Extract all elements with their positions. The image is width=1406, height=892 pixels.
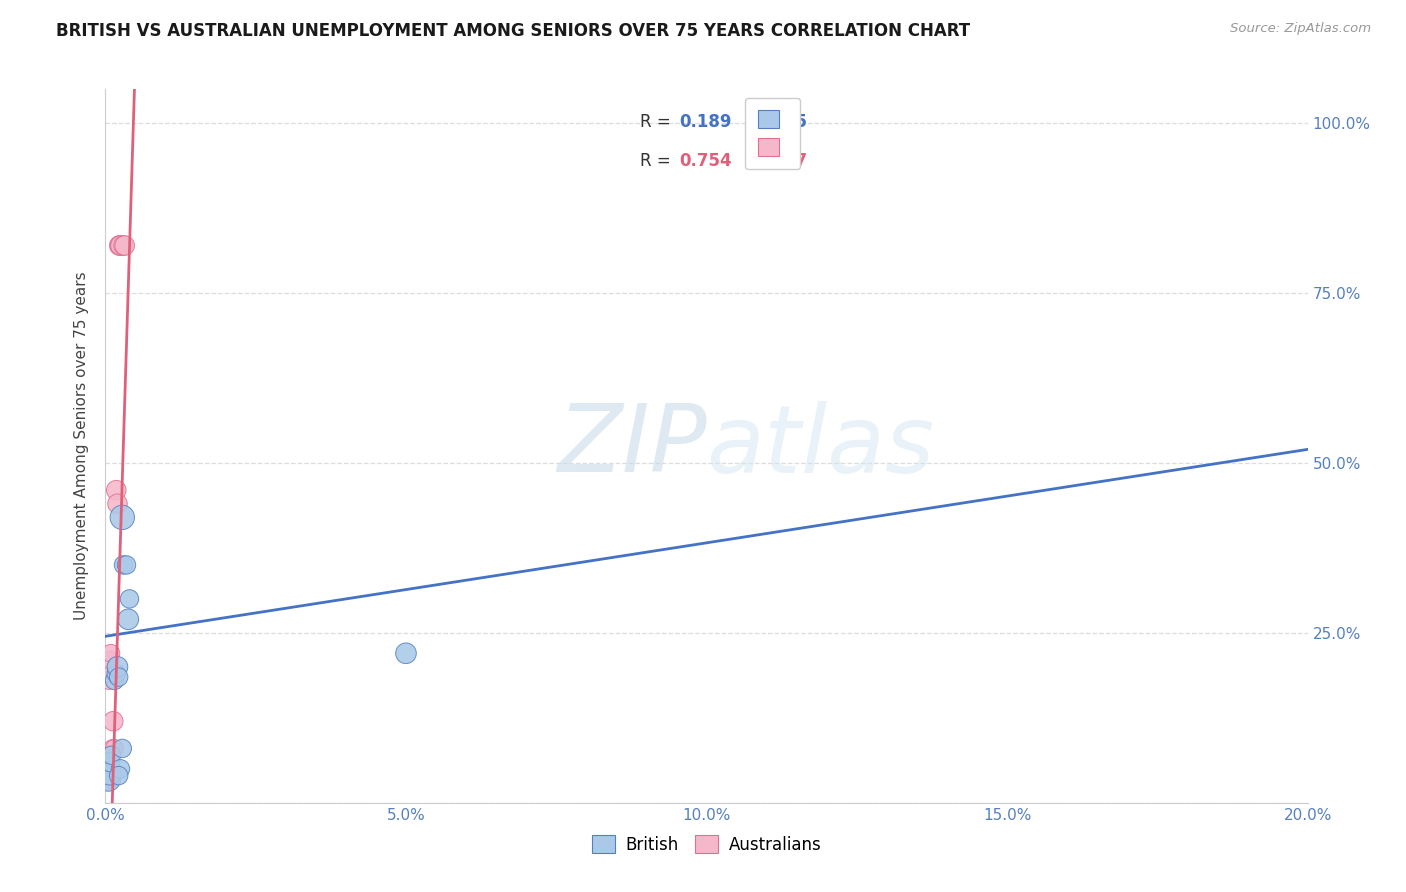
Point bbox=[96, 769, 118, 783]
Text: Source: ZipAtlas.com: Source: ZipAtlas.com bbox=[1230, 22, 1371, 36]
Point bbox=[100, 762, 122, 776]
Text: 0.754: 0.754 bbox=[679, 152, 731, 169]
Point bbox=[103, 673, 125, 688]
Text: ZIP: ZIP bbox=[557, 401, 707, 491]
Point bbox=[114, 238, 136, 252]
Point bbox=[98, 767, 121, 781]
Point bbox=[107, 497, 129, 511]
Text: N =: N = bbox=[748, 152, 786, 169]
Point bbox=[111, 741, 134, 756]
Point bbox=[111, 510, 134, 524]
Text: R =: R = bbox=[640, 113, 676, 131]
Text: 0.189: 0.189 bbox=[679, 113, 731, 131]
Point bbox=[103, 714, 125, 729]
Point bbox=[105, 483, 128, 498]
Text: BRITISH VS AUSTRALIAN UNEMPLOYMENT AMONG SENIORS OVER 75 YEARS CORRELATION CHART: BRITISH VS AUSTRALIAN UNEMPLOYMENT AMONG… bbox=[56, 22, 970, 40]
Point bbox=[101, 741, 124, 756]
Text: atlas: atlas bbox=[707, 401, 935, 491]
Point bbox=[97, 748, 120, 763]
Text: 17: 17 bbox=[785, 152, 808, 169]
Point bbox=[98, 673, 121, 688]
Point bbox=[100, 748, 122, 763]
Point bbox=[112, 558, 135, 572]
Legend: British, Australians: British, Australians bbox=[583, 827, 830, 863]
Point bbox=[115, 558, 138, 572]
Point bbox=[107, 670, 129, 684]
Text: 15: 15 bbox=[785, 113, 807, 131]
Point bbox=[118, 591, 141, 606]
Point bbox=[105, 666, 128, 681]
Point bbox=[107, 769, 129, 783]
Point bbox=[108, 238, 131, 252]
Point bbox=[107, 660, 129, 674]
Point bbox=[96, 767, 118, 781]
Point bbox=[100, 646, 122, 660]
Point bbox=[395, 646, 418, 660]
Y-axis label: Unemployment Among Seniors over 75 years: Unemployment Among Seniors over 75 years bbox=[75, 272, 90, 620]
Point bbox=[103, 741, 125, 756]
Point bbox=[110, 762, 132, 776]
Point bbox=[98, 653, 121, 667]
Point bbox=[112, 238, 135, 252]
Point bbox=[97, 772, 120, 786]
Text: R =: R = bbox=[640, 152, 676, 169]
Point bbox=[108, 238, 131, 252]
Point bbox=[117, 612, 139, 626]
Point bbox=[98, 755, 121, 769]
Point bbox=[110, 238, 132, 252]
Point bbox=[98, 666, 121, 681]
Text: N =: N = bbox=[748, 113, 786, 131]
